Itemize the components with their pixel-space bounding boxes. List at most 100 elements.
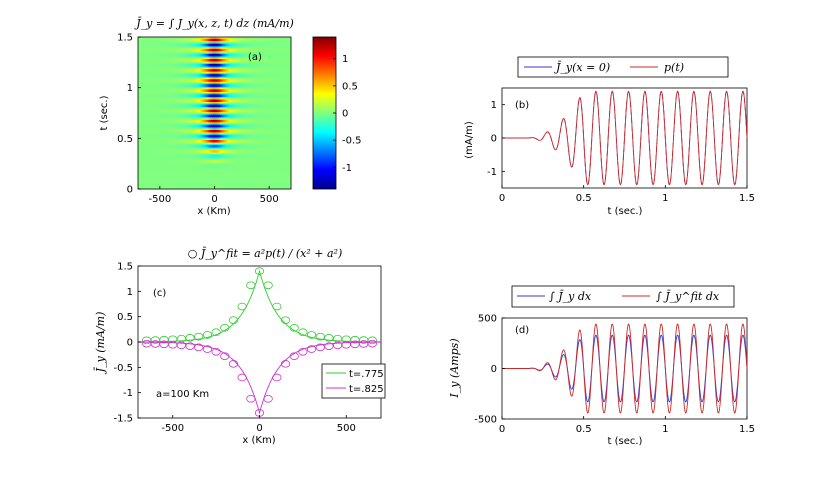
heatmap-cell — [270, 115, 274, 118]
heatmap-cell — [252, 156, 256, 158]
heatmap-cell — [220, 132, 223, 134]
heatmap-cell — [192, 171, 195, 173]
heatmap-cell — [238, 171, 242, 173]
heatmap-cell — [242, 130, 246, 133]
heatmap-cell — [170, 135, 173, 138]
heatmap-cell — [178, 158, 181, 161]
heatmap-cell — [262, 113, 266, 115]
heatmap-cell — [260, 111, 264, 114]
heatmap-cell — [256, 107, 260, 110]
heatmap-cell — [162, 172, 165, 175]
heatmap-cell — [246, 183, 250, 186]
heatmap-cell — [174, 140, 177, 143]
heatmap-cell — [238, 135, 242, 138]
heatmap-cell — [184, 106, 187, 109]
heatmap-cell — [170, 140, 173, 143]
heatmap-cell — [152, 119, 155, 121]
heatmap-cell — [202, 144, 205, 147]
heatmap-cell — [206, 181, 209, 184]
heatmap-cell — [250, 137, 254, 139]
heatmap-cell — [216, 123, 219, 125]
heatmap-cell — [218, 106, 221, 109]
heatmap-cell — [174, 135, 177, 138]
heatmap-cell — [144, 115, 147, 118]
heatmap-cell — [200, 105, 203, 108]
heatmap-cell — [218, 154, 221, 157]
heatmap-cell — [272, 130, 276, 133]
heatmap-cell — [258, 119, 262, 121]
heatmap-cell — [260, 166, 264, 168]
heatmap-cell — [212, 145, 215, 148]
heatmap-cell — [144, 145, 147, 148]
heatmap-cell — [138, 149, 141, 152]
heatmap-cell — [226, 177, 229, 180]
heatmap-cell — [138, 133, 141, 135]
heatmap-cell — [262, 145, 266, 148]
heatmap-cell — [158, 110, 161, 113]
heatmap-cell — [158, 124, 161, 127]
heatmap-cell — [142, 180, 145, 182]
heatmap-cell — [166, 167, 169, 170]
heatmap-cell — [164, 143, 167, 146]
heatmap-cell — [284, 126, 288, 129]
heatmap-cell — [242, 137, 246, 139]
heatmap-cell — [264, 124, 268, 127]
heatmap-cell — [234, 177, 238, 180]
heatmap-cell — [238, 118, 242, 120]
heatmap-cell — [242, 140, 246, 143]
heatmap-cell — [234, 145, 238, 148]
heatmap-cell — [156, 126, 159, 129]
heatmap-cell — [196, 177, 199, 180]
heatmap-cell — [226, 147, 229, 149]
heatmap-cell — [194, 178, 197, 181]
heatmap-cell — [144, 157, 147, 159]
heatmap-cell — [262, 144, 266, 147]
heatmap-cell — [166, 119, 169, 121]
heatmap-cell — [236, 158, 240, 161]
heatmap-cell — [158, 133, 161, 135]
heatmap-cell — [184, 105, 187, 108]
heatmap-cell — [150, 111, 153, 114]
heatmap-cell — [272, 129, 276, 132]
heatmap-cell — [184, 175, 187, 177]
heatmap-cell — [166, 163, 169, 166]
heatmap-cell — [184, 159, 187, 162]
heatmap-cell — [264, 147, 268, 149]
heatmap-cell — [272, 110, 276, 113]
heatmap-cell — [244, 123, 248, 125]
heatmap-cell — [146, 144, 149, 147]
heatmap-cell — [156, 143, 159, 146]
heatmap-cell — [252, 129, 256, 132]
heatmap-cell — [224, 114, 227, 116]
heatmap-cell — [156, 139, 159, 142]
heatmap-cell — [250, 163, 254, 166]
heatmap-cell — [282, 161, 286, 163]
heatmap-cell — [242, 143, 246, 146]
heatmap-cell — [158, 119, 161, 121]
heatmap-cell — [184, 168, 187, 171]
heatmap-cell — [240, 126, 244, 129]
heatmap-cell — [288, 145, 292, 148]
heatmap-cell — [232, 114, 236, 116]
heatmap-cell — [222, 185, 225, 187]
heatmap-cell — [174, 147, 177, 149]
heatmap-cell — [286, 124, 290, 127]
heatmap-cell — [146, 113, 149, 115]
heatmap-cell — [150, 173, 153, 176]
heatmap-cell — [196, 113, 199, 115]
heatmap-cell — [154, 182, 157, 185]
heatmap-cell — [256, 116, 260, 119]
heatmap-cell — [216, 153, 219, 156]
heatmap-cell — [224, 142, 227, 144]
heatmap-cell — [206, 105, 209, 108]
heatmap-cell — [216, 178, 219, 181]
heatmap-cell — [140, 111, 143, 114]
heatmap-cell — [284, 128, 288, 130]
heatmap-cell — [156, 109, 159, 111]
heatmap-cell — [192, 177, 195, 180]
heatmap-cell — [146, 133, 149, 135]
heatmap-cell — [216, 157, 219, 159]
heatmap-cell — [214, 162, 217, 165]
heatmap-cell — [166, 181, 169, 184]
heatmap-cell — [204, 135, 207, 138]
